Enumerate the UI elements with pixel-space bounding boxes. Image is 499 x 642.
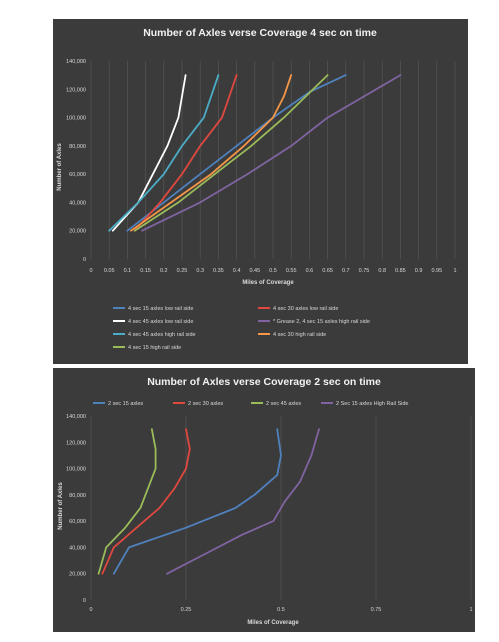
- x-tick-label: 0.25: [177, 268, 188, 274]
- chart-2sec: Number of Axles verse Coverage 2 sec on …: [53, 368, 475, 632]
- x-tick-label: 0.5: [269, 268, 277, 274]
- y-tick-label: 0: [83, 598, 86, 604]
- legend-label: 4 sec 15 axles low rail side: [128, 306, 193, 312]
- y-tick-label: 60,000: [69, 519, 86, 525]
- legend-label: 4 sec 30 axles low rail side: [273, 306, 338, 312]
- x-tick-label: 0.4: [233, 268, 241, 274]
- x-tick-label: 0.75: [371, 607, 382, 613]
- y-tick-label: 120,000: [66, 440, 86, 446]
- legend-label: 2 Sec 15 axles High Rail Side: [336, 401, 408, 407]
- x-tick-label: 0.55: [286, 268, 297, 274]
- x-tick-label: 0.5: [277, 607, 285, 613]
- x-axis-label: Miles of Coverage: [247, 620, 299, 626]
- y-tick-label: 40,000: [69, 200, 86, 206]
- x-tick-label: 0.45: [249, 268, 260, 274]
- x-tick-label: 0: [89, 268, 92, 274]
- series-line: [141, 74, 402, 232]
- x-tick-label: 0: [89, 607, 92, 613]
- x-tick-label: 0.15: [140, 268, 151, 274]
- legend-label: 4 sec 45 axles low rail side: [128, 319, 193, 325]
- x-tick-label: 0.7: [342, 268, 350, 274]
- y-tick-label: 0: [83, 257, 86, 263]
- y-tick-label: 60,000: [69, 172, 86, 178]
- series-line: [133, 74, 238, 232]
- y-tick-label: 80,000: [69, 144, 86, 150]
- x-tick-label: 0.05: [104, 268, 115, 274]
- legend-label: 2 sec 15 axles: [108, 401, 143, 407]
- x-tick-label: 0.3: [196, 268, 204, 274]
- y-tick-label: 140,000: [66, 59, 86, 65]
- x-tick-label: 0.9: [415, 268, 423, 274]
- x-tick-label: 0.65: [322, 268, 333, 274]
- x-tick-label: 0.1: [124, 268, 132, 274]
- x-tick-label: 0.25: [181, 607, 192, 613]
- y-axis-label: Number of Axles: [57, 143, 63, 191]
- y-tick-label: 20,000: [69, 229, 86, 235]
- series-line: [97, 428, 157, 575]
- x-tick-label: 0.75: [359, 268, 370, 274]
- y-tick-label: 80,000: [69, 493, 86, 499]
- series-line: [166, 428, 320, 575]
- y-tick-label: 120,000: [66, 87, 86, 93]
- x-tick-label: 0.85: [395, 268, 406, 274]
- x-tick-label: 1: [469, 607, 472, 613]
- y-tick-label: 140,000: [66, 414, 86, 420]
- x-axis-label: Miles of Coverage: [242, 280, 294, 286]
- chart-4sec: Number of Axles verse Coverage 4 sec on …: [53, 19, 468, 364]
- x-tick-label: 0.2: [160, 268, 168, 274]
- y-tick-label: 100,000: [66, 116, 86, 122]
- y-axis-label: Number of Axles: [58, 482, 64, 530]
- legend-label: * Grease 2, 4 sec 15 axles high rail sid…: [273, 319, 370, 325]
- legend-label: 4 sec 45 axles high rail side: [128, 332, 196, 338]
- series-line: [108, 74, 220, 232]
- legend-label: 2 sec 30 axles: [188, 401, 223, 407]
- series-line: [112, 428, 282, 575]
- y-tick-label: 40,000: [69, 545, 86, 551]
- chart-2sec-svg: Number of Axles verse Coverage 2 sec on …: [58, 376, 473, 626]
- series-line: [133, 74, 329, 232]
- series-line: [130, 74, 293, 232]
- chart-title: Number of Axles verse Coverage 4 sec on …: [143, 27, 377, 39]
- series-line: [101, 428, 191, 575]
- x-tick-label: 0.6: [306, 268, 314, 274]
- x-tick-label: 1: [453, 268, 456, 274]
- legend-label: 2 sec 45 axles: [266, 401, 301, 407]
- x-tick-label: 0.35: [213, 268, 224, 274]
- legend-label: 4 sec 30 high rail side: [273, 332, 326, 338]
- x-tick-label: 0.95: [431, 268, 442, 274]
- y-tick-label: 20,000: [69, 572, 86, 578]
- legend-label: 4 sec 15 high rail side: [128, 345, 181, 351]
- chart-title: Number of Axles verse Coverage 2 sec on …: [147, 376, 381, 388]
- y-tick-label: 100,000: [66, 467, 86, 473]
- chart-4sec-svg: Number of Axles verse Coverage 4 sec on …: [57, 27, 457, 351]
- x-tick-label: 0.8: [378, 268, 386, 274]
- series-line: [111, 74, 187, 232]
